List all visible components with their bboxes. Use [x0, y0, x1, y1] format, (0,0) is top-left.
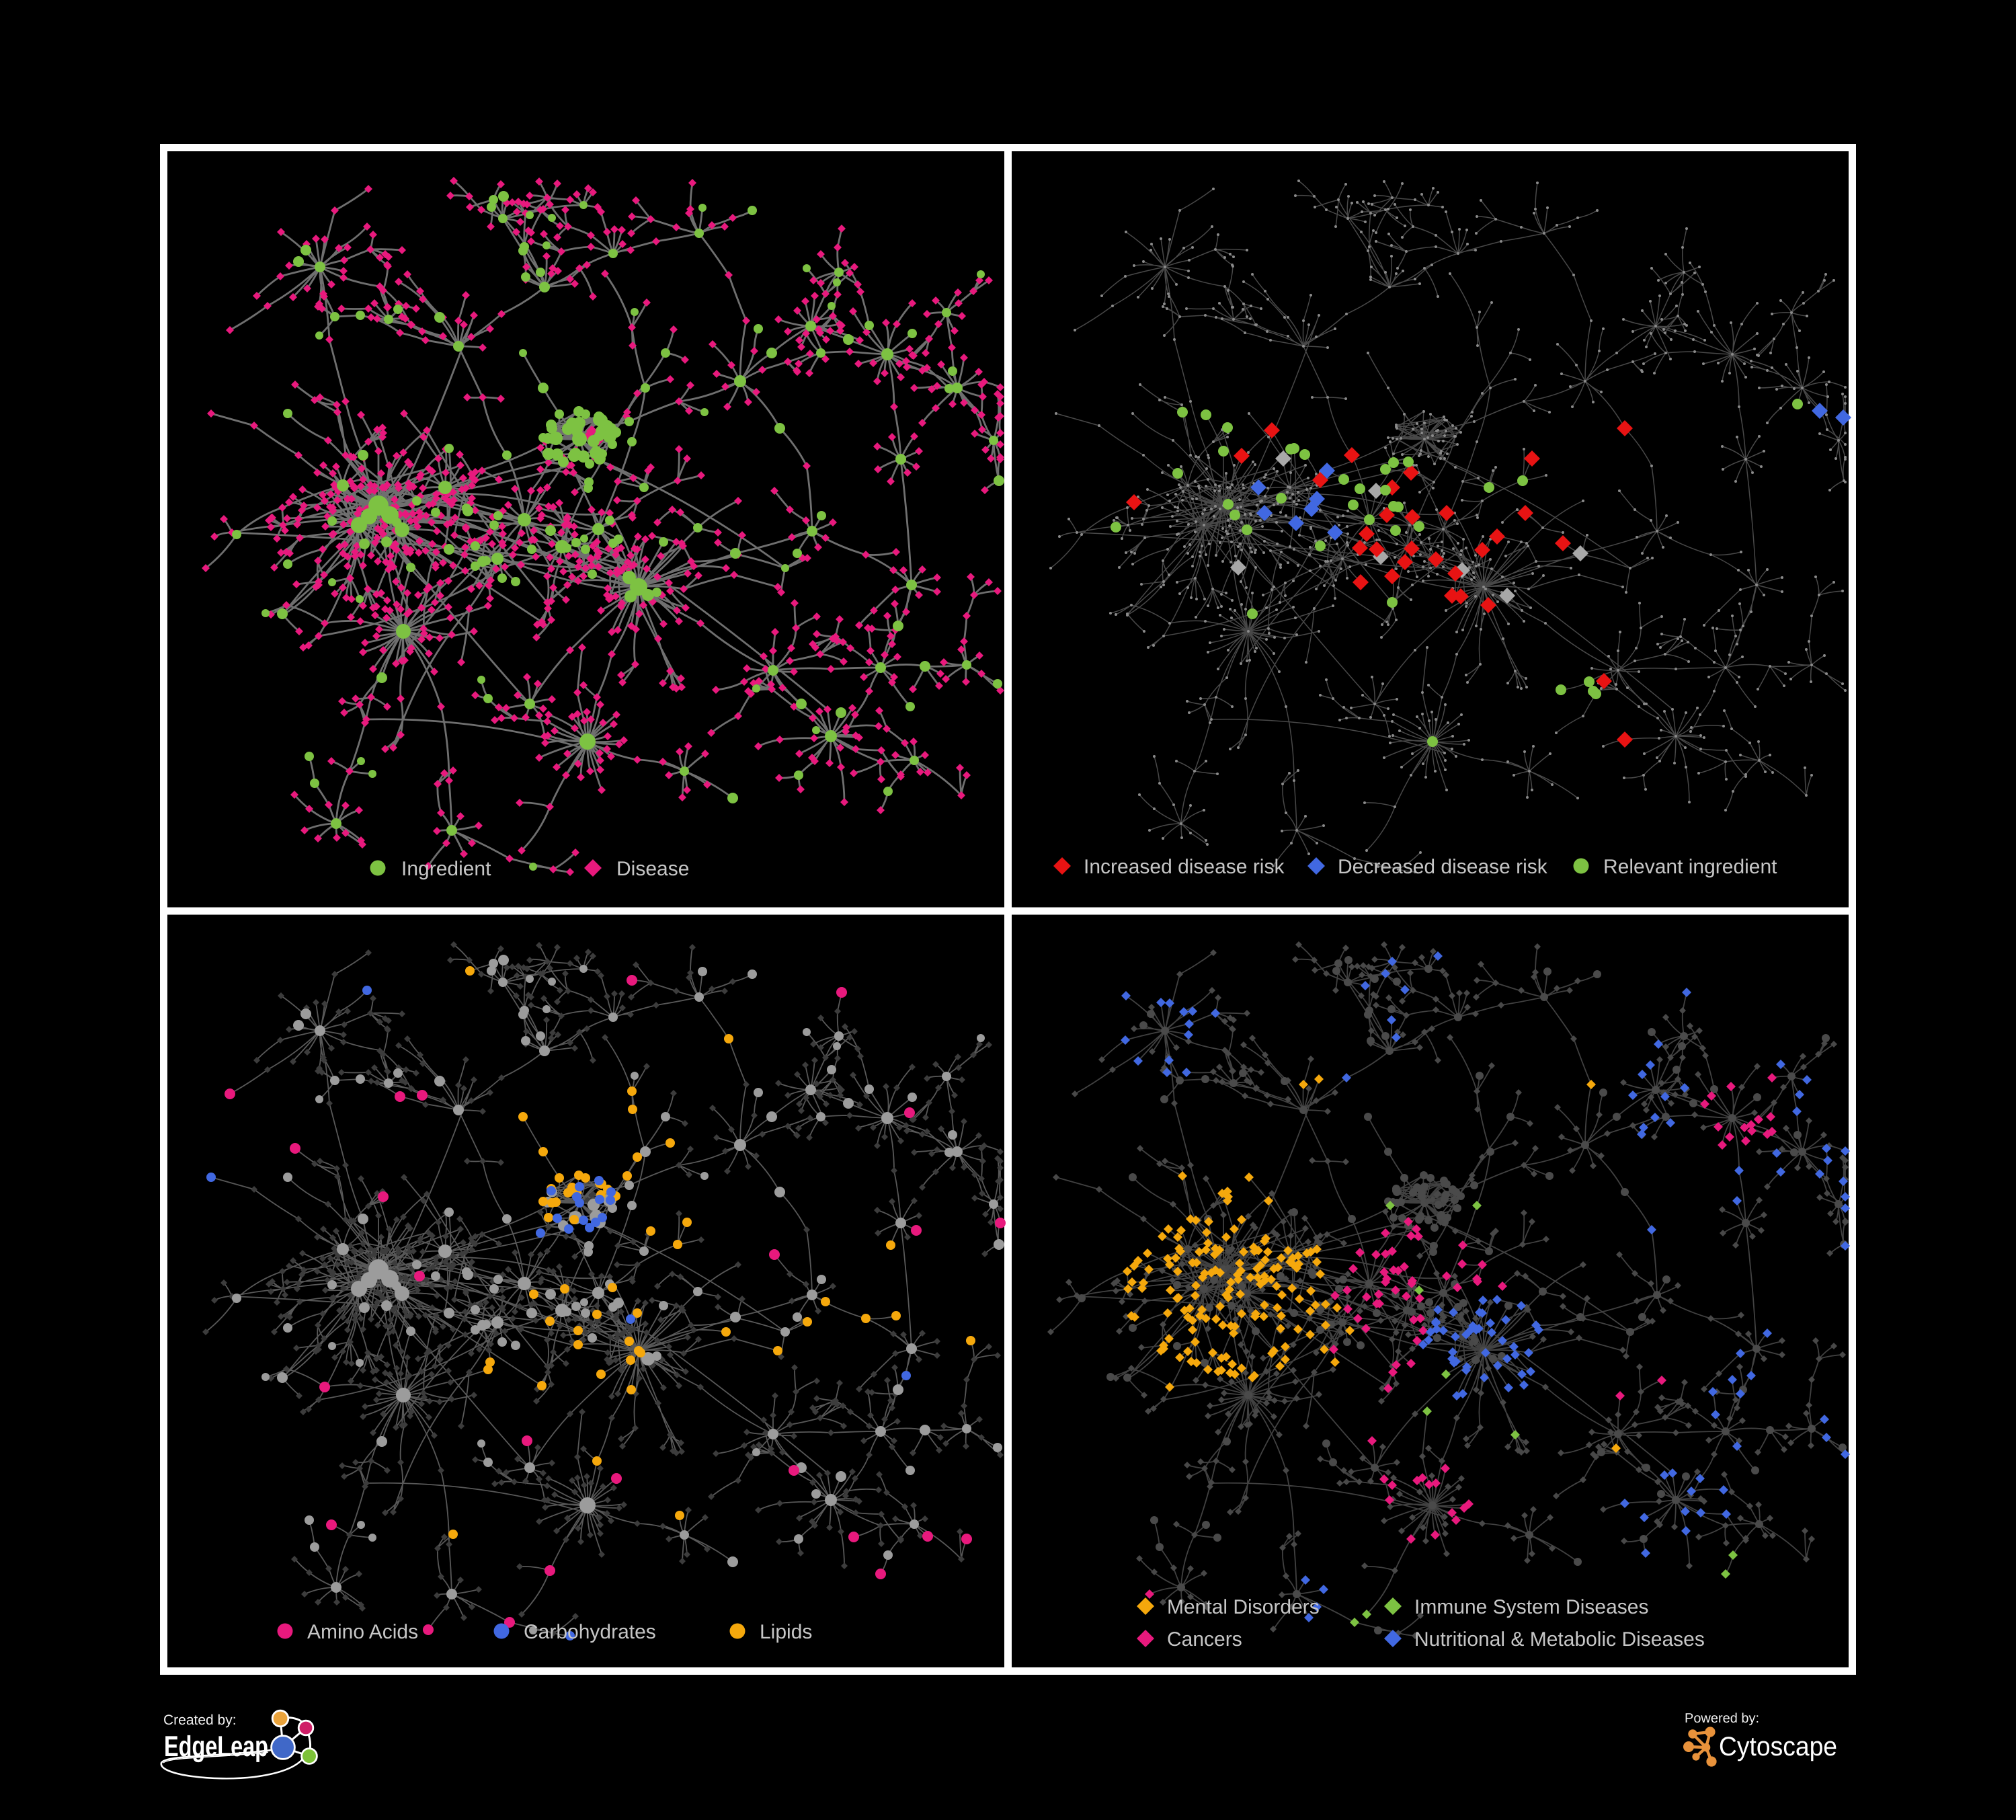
svg-text:Amino Acids: Amino Acids — [307, 1621, 418, 1643]
svg-text:Nutritional & Metabolic Diseas: Nutritional & Metabolic Diseases — [1414, 1628, 1705, 1651]
svg-text:Cytoscape: Cytoscape — [1719, 1732, 1837, 1762]
svg-text:Lipids: Lipids — [760, 1621, 812, 1643]
svg-text:Created by:: Created by: — [163, 1712, 237, 1728]
svg-text:Ingredient: Ingredient — [401, 858, 491, 880]
svg-text:Cancers: Cancers — [1167, 1628, 1242, 1651]
svg-text:Carbohydrates: Carbohydrates — [524, 1621, 656, 1643]
svg-text:Disease: Disease — [616, 858, 689, 880]
svg-text:Increased disease risk: Increased disease risk — [1084, 856, 1285, 878]
svg-text:Relevant ingredient: Relevant ingredient — [1603, 856, 1777, 878]
svg-text:Mental Disorders: Mental Disorders — [1167, 1596, 1320, 1618]
svg-text:Decreased disease risk: Decreased disease risk — [1338, 856, 1548, 878]
svg-text:Immune System Diseases: Immune System Diseases — [1414, 1596, 1648, 1618]
svg-text:Powered by:: Powered by: — [1685, 1711, 1759, 1726]
